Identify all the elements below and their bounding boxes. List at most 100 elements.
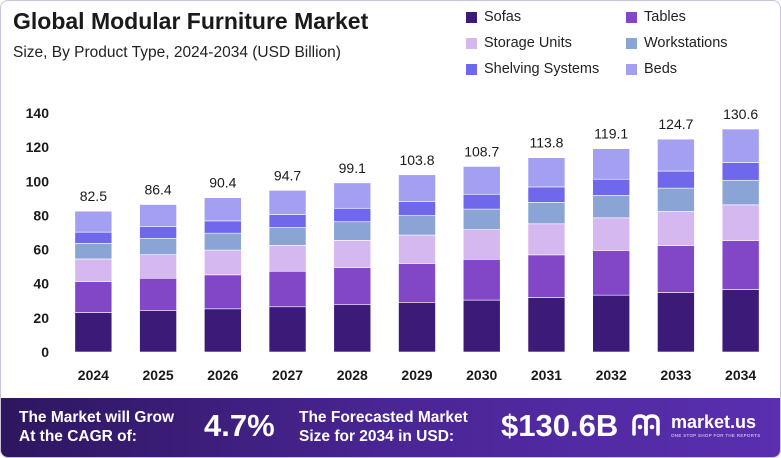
legend-label: Workstations (644, 35, 728, 51)
legend-swatch (626, 11, 637, 23)
bar-segment (462, 229, 501, 260)
bar-segment (398, 263, 436, 303)
legend-swatch (626, 37, 637, 49)
bar-segment (333, 240, 372, 268)
bar-segment (462, 193, 501, 210)
bar-segment (204, 249, 242, 276)
total-label: 90.4 (209, 175, 236, 191)
legend-label: Beds (644, 61, 678, 77)
bar-segment (398, 302, 436, 353)
total-label: 119.1 (594, 126, 628, 142)
total-label: 124.7 (658, 116, 693, 132)
legend-item: Workstations (626, 35, 728, 51)
x-tick-label: 2031 (531, 367, 562, 383)
bar-segment (721, 289, 760, 353)
legend-swatch (626, 63, 637, 75)
stacked-bar-chart: 0 20 40 60 80 100 120 140 82.5 2024 86.4 2025 90.4 20… (26, 105, 760, 383)
x-tick-label: 2024 (78, 367, 109, 383)
bar-segment (527, 186, 566, 203)
cagr-label: The Market will Grow At the CAGR of: (19, 408, 174, 446)
total-label: 99.1 (339, 160, 366, 176)
total-label: 86.4 (144, 182, 171, 198)
bar-segment (139, 204, 177, 227)
forecast-label-line1: The Forecasted Market (299, 409, 468, 426)
bar-segment (398, 234, 436, 264)
x-tick-label: 2034 (725, 367, 756, 383)
legend-item: Tables (626, 9, 686, 25)
x-tick-label: 2027 (272, 367, 303, 383)
bar-segment (268, 270, 307, 308)
bar-segment (139, 226, 177, 239)
legend-label: Shelving Systems (484, 61, 600, 77)
x-tick-label: 2026 (207, 367, 238, 383)
legend-item: Storage Units (466, 35, 572, 51)
y-tick-label: 40 (33, 276, 49, 292)
bar-segment (139, 238, 177, 255)
total-label: 94.7 (274, 167, 301, 183)
cagr-label-line2: At the CAGR of: (19, 428, 137, 445)
cagr-value: 4.7% (204, 408, 275, 443)
brand-tagline: ONE STOP SHOP FOR THE REPORTS (671, 432, 761, 438)
bar-segment (268, 306, 307, 353)
bar-segment (204, 197, 242, 222)
bar-segment (527, 297, 566, 353)
bar-segment (333, 207, 372, 223)
total-label: 103.8 (399, 152, 434, 168)
bar-segment (721, 240, 760, 290)
bar-segment (268, 214, 307, 228)
brand-logo[interactable]: market.us ONE STOP SHOP FOR THE REPORTS (631, 410, 761, 440)
total-label: 108.7 (464, 143, 499, 159)
y-tick-label: 120 (26, 139, 50, 155)
bar-segment (333, 221, 372, 241)
bar-segment (268, 227, 307, 246)
bar-segment (657, 211, 695, 246)
bar-segment (657, 292, 695, 353)
x-tick-label: 2025 (143, 367, 174, 383)
bar-segment (721, 179, 760, 206)
bar-segment (74, 281, 113, 313)
legend-item: Beds (626, 61, 677, 77)
legend-swatch (466, 37, 477, 49)
bar-segment (398, 215, 436, 236)
bar-segment (592, 178, 630, 196)
bar-segment (398, 174, 436, 202)
market-us-logo-icon (632, 414, 660, 436)
y-tick-label: 80 (33, 207, 49, 223)
bar-segment (333, 304, 372, 353)
bar-segment (333, 182, 372, 209)
bar-segment (139, 310, 177, 353)
bar-segment (139, 254, 177, 279)
total-label: 113.8 (529, 135, 563, 151)
bar-segment (721, 128, 760, 163)
legend-item: Shelving Systems (466, 61, 599, 77)
y-tick-label: 100 (26, 173, 50, 189)
x-tick-label: 2032 (596, 367, 627, 383)
y-tick-label: 140 (26, 105, 50, 121)
bar-segment (333, 267, 372, 306)
bar-segment (74, 258, 113, 282)
bar-segment (721, 204, 760, 241)
bar-segment (462, 259, 501, 301)
bar-segment (592, 195, 630, 219)
bar-segment (74, 210, 113, 233)
x-tick-label: 2030 (466, 367, 497, 383)
forecast-label: The Forecasted Market Size for 2034 in U… (299, 408, 468, 446)
bar-segment (204, 220, 242, 234)
bar-segment (74, 243, 113, 260)
bar-segment (657, 245, 695, 293)
bar-segment (398, 201, 436, 216)
legend-swatch (466, 11, 477, 23)
x-tick-label: 2033 (660, 367, 691, 383)
forecast-label-line2: Size for 2034 in USD: (299, 428, 455, 445)
legend-label: Tables (644, 9, 686, 25)
bar-segment (592, 250, 630, 296)
bar-segment (657, 187, 695, 212)
bar-segment (268, 245, 307, 272)
cagr-label-line1: The Market will Grow (19, 409, 175, 426)
bar-segment (74, 231, 113, 244)
y-tick-label: 60 (33, 242, 49, 258)
y-tick-label: 20 (33, 310, 49, 326)
bar-segment (527, 223, 566, 256)
legend-swatch (466, 63, 477, 75)
